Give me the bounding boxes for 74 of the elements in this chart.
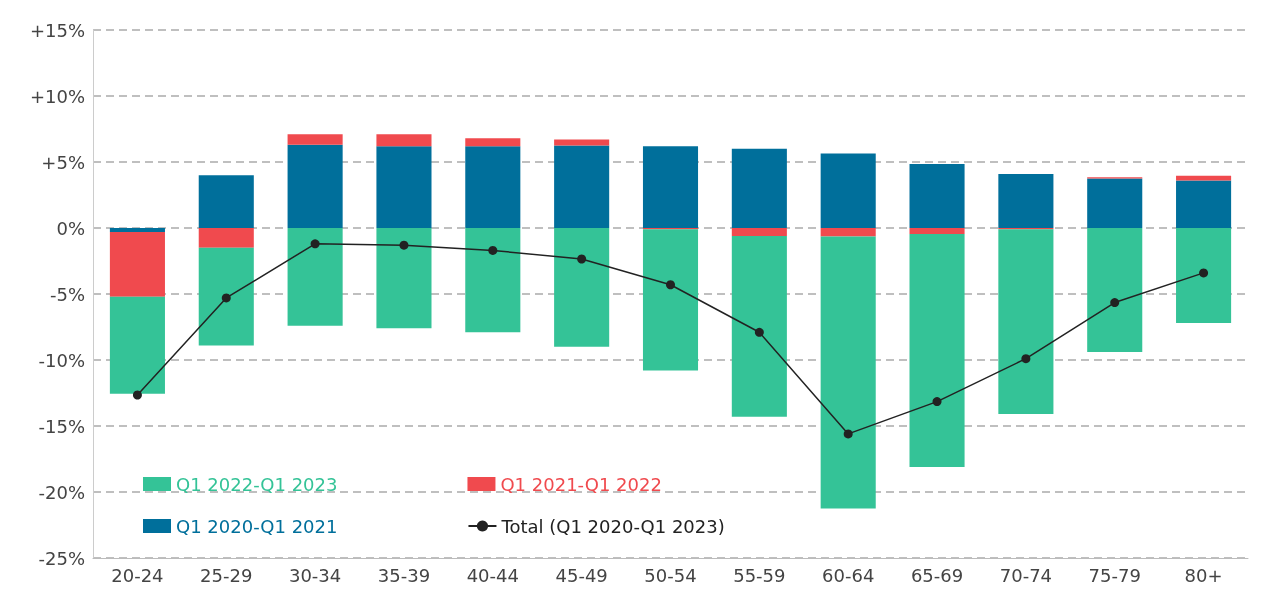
bar (731, 148, 787, 228)
bar (1087, 178, 1143, 228)
point (754, 327, 764, 337)
x-tick-label: 80+ (1184, 564, 1223, 586)
x-tick-label: 35-39 (377, 564, 431, 586)
x-tick-label: 55-59 (733, 564, 786, 586)
y-tick-label: 0% (56, 217, 85, 239)
point (666, 280, 675, 290)
bar (642, 146, 699, 228)
point (399, 240, 409, 250)
point (310, 239, 320, 249)
point (1110, 298, 1120, 308)
bar (909, 228, 965, 234)
bar (465, 146, 521, 228)
y-tick-label: -15% (38, 415, 85, 437)
bar (376, 146, 432, 228)
y-tick-label: +15% (29, 19, 85, 41)
x-tick-label: 20-24 (111, 564, 164, 586)
y-tick-label: -20% (38, 481, 85, 503)
point (488, 245, 498, 255)
bar (287, 228, 343, 326)
bar (909, 233, 965, 467)
legend-label: Q1 2022-Q1 2023 (176, 473, 338, 495)
bar (198, 228, 254, 248)
x-tick-label: 25-29 (200, 564, 253, 586)
legend-label: Q1 2021-Q1 2022 (500, 473, 662, 495)
legend-label: Q1 2020-Q1 2021 (176, 515, 338, 537)
bar (465, 138, 521, 147)
point (221, 293, 231, 303)
bar (998, 173, 1054, 228)
bar (820, 228, 876, 237)
y-tick-label: -5% (49, 283, 85, 305)
bar (554, 139, 610, 146)
bar (731, 228, 787, 236)
x-tick-label: 70-74 (999, 564, 1053, 586)
point (932, 397, 942, 407)
bar (376, 228, 432, 329)
bar (198, 175, 254, 228)
bar (554, 228, 610, 347)
bar (109, 296, 165, 394)
bar (287, 134, 343, 145)
bar (1176, 180, 1232, 228)
bar (465, 228, 521, 333)
bar (1087, 228, 1143, 353)
bar (998, 229, 1054, 415)
x-tick-label: 65-69 (910, 564, 964, 586)
x-tick-label: 60-64 (822, 564, 875, 586)
y-tick-label: +10% (29, 85, 85, 107)
bar (642, 229, 699, 371)
bar (109, 228, 165, 232)
bar (554, 145, 610, 228)
bar (287, 144, 343, 228)
bar (109, 231, 165, 297)
point (1199, 268, 1209, 278)
x-tick-label: 45-49 (555, 564, 608, 586)
x-tick-label: 50-54 (644, 564, 697, 586)
bar (909, 163, 965, 228)
bar (198, 247, 254, 346)
bar (1176, 228, 1232, 324)
x-tick-label: 75-79 (1088, 564, 1141, 586)
bar (820, 236, 876, 509)
x-tick-label: 40-44 (466, 564, 519, 586)
bar (820, 153, 876, 228)
bar (376, 134, 432, 147)
bar (731, 235, 787, 417)
point (843, 429, 853, 439)
x-tick-label: 30-34 (288, 564, 342, 586)
point (1021, 354, 1031, 364)
y-tick-label: -10% (38, 349, 85, 371)
y-tick-label: -25% (38, 547, 85, 569)
y-tick-label: +5% (41, 151, 85, 173)
legend-label: Total (Q1 2020-Q1 2023) (500, 515, 725, 537)
point (577, 254, 587, 264)
point (132, 390, 142, 400)
